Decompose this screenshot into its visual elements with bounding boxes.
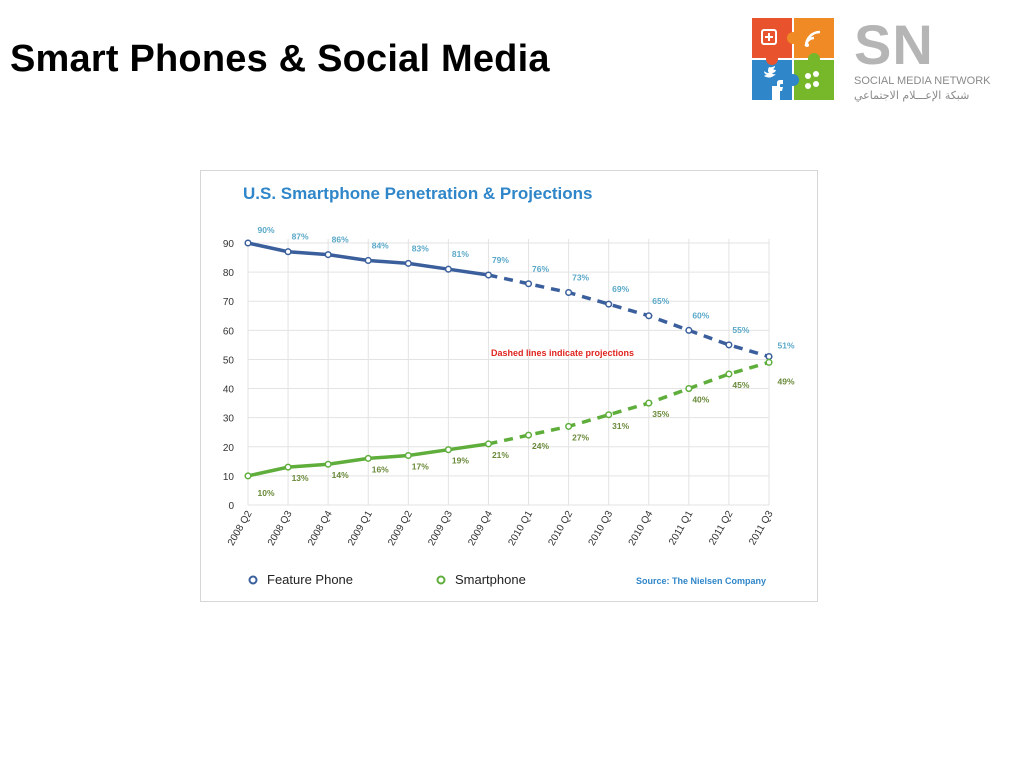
data-label: 40% xyxy=(692,395,709,405)
puzzle-logo-icon xyxy=(752,18,834,100)
x-tick-label: 2010 Q4 xyxy=(627,509,656,548)
x-tick-label: 2008 Q4 xyxy=(306,509,335,548)
source-note: Source: The Nielsen Company xyxy=(636,576,766,586)
data-label: 76% xyxy=(532,264,549,274)
data-label: 19% xyxy=(452,456,469,466)
data-point xyxy=(685,326,693,334)
data-label: 21% xyxy=(492,450,509,460)
data-point xyxy=(524,431,533,439)
x-tick-label: 2008 Q2 xyxy=(226,509,255,548)
data-point xyxy=(524,280,533,288)
data-label: 16% xyxy=(372,464,389,474)
x-tick-label: 2009 Q2 xyxy=(386,509,415,548)
x-tick-label: 2011 Q3 xyxy=(747,509,776,547)
data-point xyxy=(484,271,493,279)
x-tick-label: 2010 Q3 xyxy=(587,509,616,548)
data-point xyxy=(765,358,773,366)
x-tick-label: 2011 Q1 xyxy=(667,509,696,547)
y-tick-label: 20 xyxy=(223,443,235,454)
data-point xyxy=(324,251,332,259)
data-label: 51% xyxy=(777,341,794,351)
data-label: 55% xyxy=(732,325,749,335)
data-point xyxy=(404,259,412,267)
data-label: 10% xyxy=(257,488,274,498)
data-label: 83% xyxy=(412,243,429,253)
y-tick-label: 80 xyxy=(223,268,235,279)
x-tick-label: 2010 Q2 xyxy=(546,509,575,548)
y-tick-label: 40 xyxy=(223,385,235,396)
data-point xyxy=(725,370,733,378)
data-point xyxy=(284,248,292,256)
data-point xyxy=(725,341,733,349)
projection-note: Dashed lines indicate projections xyxy=(491,348,634,358)
data-point xyxy=(645,312,653,320)
data-label: 35% xyxy=(652,409,669,419)
series-line-projection xyxy=(488,360,770,446)
data-point xyxy=(645,399,653,407)
data-label: 17% xyxy=(412,462,429,472)
chart-frame: U.S. Smartphone Penetration & Projection… xyxy=(200,170,818,602)
data-point xyxy=(364,454,372,462)
data-label: 79% xyxy=(492,255,509,265)
data-point xyxy=(765,352,773,361)
x-tick-label: 2008 Q3 xyxy=(266,509,295,548)
data-label: 84% xyxy=(372,240,389,250)
data-point xyxy=(244,239,252,247)
data-label: 45% xyxy=(732,380,749,390)
data-point xyxy=(484,440,493,448)
logo-letters: SN xyxy=(854,13,934,76)
data-point xyxy=(605,411,613,419)
data-label: 65% xyxy=(652,296,669,306)
x-tick-label: 2009 Q4 xyxy=(466,509,495,548)
data-label: 24% xyxy=(532,441,549,451)
slide-title: Smart Phones & Social Media xyxy=(10,38,550,80)
data-point xyxy=(364,256,372,265)
y-tick-label: 60 xyxy=(223,326,235,337)
data-point xyxy=(324,460,332,468)
data-label: 13% xyxy=(292,473,309,483)
data-point xyxy=(404,451,412,460)
y-tick-label: 30 xyxy=(223,414,235,425)
data-label: 31% xyxy=(612,421,629,431)
y-tick-label: 50 xyxy=(223,355,235,366)
x-tick-label: 2009 Q3 xyxy=(426,509,455,548)
data-label: 60% xyxy=(692,310,709,320)
legend-marker xyxy=(248,575,258,585)
x-tick-label: 2011 Q2 xyxy=(707,509,736,547)
y-tick-label: 90 xyxy=(223,239,235,250)
data-point xyxy=(605,300,613,308)
data-label: 73% xyxy=(572,272,589,282)
y-tick-label: 10 xyxy=(223,472,235,483)
x-tick-label: 2010 Q1 xyxy=(506,509,535,548)
line-chart: U.S. Smartphone Penetration & Projection… xyxy=(223,184,795,587)
logo-name-ar: شبكة الإعـــلام الاجتماعي xyxy=(854,89,970,102)
data-label: 69% xyxy=(612,284,629,294)
data-point xyxy=(444,446,452,454)
data-point xyxy=(284,463,292,471)
data-point xyxy=(565,422,573,430)
y-tick-label: 0 xyxy=(228,501,234,512)
y-tick-label: 70 xyxy=(223,297,235,308)
data-label: 14% xyxy=(332,470,349,480)
data-label: 87% xyxy=(292,232,309,242)
chart-title: U.S. Smartphone Penetration & Projection… xyxy=(243,184,593,203)
data-point xyxy=(244,472,252,480)
data-label: 27% xyxy=(572,432,589,442)
data-label: 86% xyxy=(332,235,349,245)
x-tick-label: 2009 Q1 xyxy=(346,509,375,548)
logo-name-en: SOCIAL MEDIA NETWORK xyxy=(854,75,991,87)
data-point xyxy=(685,385,693,393)
sn-logo: SN SOCIAL MEDIA NETWORK شبكة الإعـــلام … xyxy=(750,13,1020,106)
series-line-projection xyxy=(488,273,770,359)
legend-label: Smartphone xyxy=(455,572,526,587)
data-point xyxy=(565,288,573,297)
legend-label: Feature Phone xyxy=(267,572,353,587)
data-label: 49% xyxy=(777,376,794,386)
data-label: 90% xyxy=(257,225,274,235)
data-point xyxy=(444,265,452,273)
legend-marker xyxy=(436,575,446,585)
data-label: 81% xyxy=(452,249,469,259)
